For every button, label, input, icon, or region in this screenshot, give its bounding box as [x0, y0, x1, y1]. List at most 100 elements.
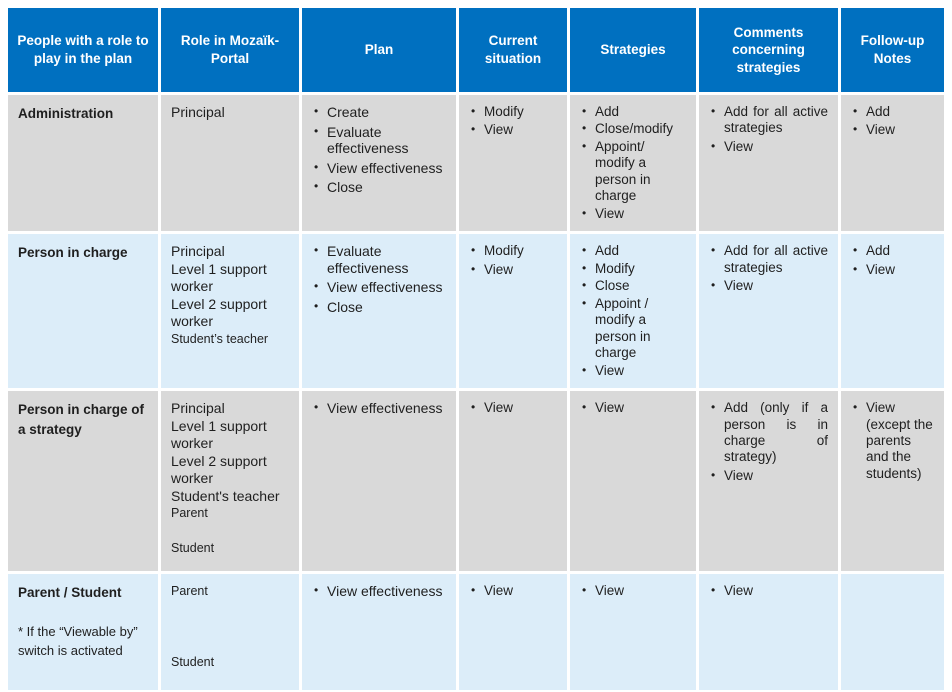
comments-bullet-list: View: [709, 583, 828, 599]
portal-roles-cell: Principal Level 1 support worker Level 2 s…: [161, 234, 299, 389]
followup-cell: View (except the parents and the student…: [841, 391, 944, 572]
comments-cell: Add for all active strategies View: [699, 234, 838, 389]
people-cell: Person in charge: [8, 234, 158, 389]
people-cell: Administration: [8, 95, 158, 232]
bullet-item: Add (only if a person is in charge of st…: [711, 400, 828, 466]
bullet-item: Add: [582, 243, 686, 259]
bullet-item: View effectiveness: [314, 583, 446, 600]
plan-cell: View effectiveness: [302, 391, 456, 572]
table-row: Person in charge of a strategy Principal L…: [8, 391, 944, 572]
followup-bullet-list: Add View: [851, 243, 934, 278]
bullet-item: Close: [582, 278, 686, 294]
bullet-item: Add for all active strategies: [711, 243, 828, 276]
header-cell-plan: Plan: [302, 8, 456, 92]
bullet-item: Close/modify: [582, 121, 686, 137]
strategies-cell: Add ModifyClose Appoint / modify a person …: [570, 234, 696, 389]
header-cell-roles: Role in Mozaïk-Portal: [161, 8, 299, 92]
bullet-item: View: [471, 400, 557, 416]
plan-bullet-list: Evaluate effectiveness View effectiveness…: [312, 243, 446, 315]
current-cell: Modify View: [459, 95, 567, 232]
bullet-item: Appoint / modify a person in charge: [582, 296, 686, 362]
current-cell: Modify View: [459, 234, 567, 389]
role-line: Principal: [171, 104, 225, 120]
plan-cell: Evaluate effectiveness View effectiveness…: [302, 234, 456, 389]
role-line: Principal: [171, 243, 225, 260]
bullet-item: View effectiveness: [314, 160, 446, 177]
bullet-item: Close: [314, 299, 446, 316]
strategies-bullet-list: View: [580, 583, 686, 599]
strategies-bullet-list: Add ModifyClose Appoint / modify a person …: [580, 243, 686, 379]
header-cell-people: People with a role to play in the plan: [8, 8, 158, 92]
bullet-item: Modify: [582, 261, 686, 277]
table-row: Parent / Student * If the “Viewable by” s…: [8, 574, 944, 691]
role-line: Principal: [171, 400, 225, 417]
role-line: Student: [171, 540, 215, 555]
bullet-item: View: [853, 262, 934, 278]
strategies-bullet-list: View: [580, 400, 686, 416]
bullet-item: Modify: [471, 104, 557, 120]
role-line: Parent: [171, 584, 208, 599]
role-line: Level 1 support worker: [171, 260, 267, 295]
role-line: Student's teacher: [171, 487, 280, 504]
header-cell-current: Current situation: [459, 8, 567, 92]
table-body: Administration Principal Create Evaluate ef…: [8, 95, 944, 691]
plan-bullet-list: View effectiveness: [312, 583, 446, 600]
bullet-item: View: [711, 278, 828, 294]
bullet-item: View effectiveness: [314, 400, 446, 417]
bullet-item: View: [582, 583, 686, 599]
bullet-item: Close: [314, 179, 446, 196]
bullet-item: View: [471, 262, 557, 278]
role-line: Level 2 support worker: [171, 295, 267, 330]
current-bullet-list: View: [469, 400, 557, 416]
plan-cell: Create Evaluate effectiveness View effecti…: [302, 95, 456, 232]
bullet-item: Modify: [471, 243, 557, 259]
table-row: Person in charge Principal Level 1 support…: [8, 234, 944, 389]
bullet-item: View: [711, 468, 828, 484]
header-cell-followup: Follow-up Notes: [841, 8, 944, 92]
bullet-item: View (except the parents and the student…: [853, 400, 934, 482]
followup-cell: Add View: [841, 234, 944, 389]
bullet-item: Add for all active strategies: [711, 104, 828, 137]
portal-roles-cell: Parent Student: [161, 574, 299, 691]
people-cell: Parent / Student * If the “Viewable by” s…: [8, 574, 158, 691]
role-line: Level 1 support worker: [171, 417, 267, 452]
current-bullet-list: View: [469, 583, 557, 599]
permissions-table: People with a role to play in the plan Ro…: [5, 5, 947, 692]
plan-bullet-list: Create Evaluate effectiveness View effecti…: [312, 104, 446, 196]
row-title: Administration: [18, 106, 114, 121]
followup-cell: Add View: [841, 95, 944, 232]
comments-cell: View: [699, 574, 838, 691]
current-bullet-list: Modify View: [469, 243, 557, 278]
people-cell: Person in charge of a strategy: [8, 391, 158, 572]
current-bullet-list: Modify View: [469, 104, 557, 139]
comments-bullet-list: Add for all active strategies View: [709, 243, 828, 294]
bullet-item: Evaluate effectiveness: [314, 243, 446, 276]
bullet-item: Appoint/ modify a person in charge: [582, 139, 686, 205]
plan-cell: View effectiveness: [302, 574, 456, 691]
bullet-item: View: [582, 206, 686, 222]
header-cell-strategies: Strategies: [570, 8, 696, 92]
comments-cell: Add (only if a person is in charge of st…: [699, 391, 838, 572]
bullet-item: Add: [853, 104, 934, 120]
portal-roles-cell: Principal: [161, 95, 299, 232]
strategies-cell: View: [570, 391, 696, 572]
bullet-item: Create: [314, 104, 446, 121]
bullet-item: Evaluate effectiveness: [314, 124, 446, 157]
row-title: Person in charge of a strategy: [18, 402, 145, 438]
bullet-item: Add: [582, 104, 686, 120]
strategies-bullet-list: AddClose/modify Appoint/ modify a person …: [580, 104, 686, 222]
strategies-cell: View: [570, 574, 696, 691]
row-title: Parent / Student: [18, 585, 122, 601]
row-note: * If the “Viewable by” switch is activat…: [18, 624, 138, 659]
role-line: Student’s teacher: [171, 331, 269, 346]
portal-roles-cell: Principal Level 1 support worker Level 2 s…: [161, 391, 299, 572]
comments-bullet-list: Add (only if a person is in charge of st…: [709, 400, 828, 484]
bullet-item: View: [711, 583, 828, 599]
bullet-item: View: [582, 363, 686, 379]
role-line: Level 2 support worker: [171, 452, 267, 487]
bullet-item: View: [711, 139, 828, 155]
table-header: People with a role to play in the plan Ro…: [8, 8, 944, 92]
followup-cell: [841, 574, 944, 691]
role-line: Student: [171, 654, 215, 669]
bullet-item: View: [471, 583, 557, 599]
